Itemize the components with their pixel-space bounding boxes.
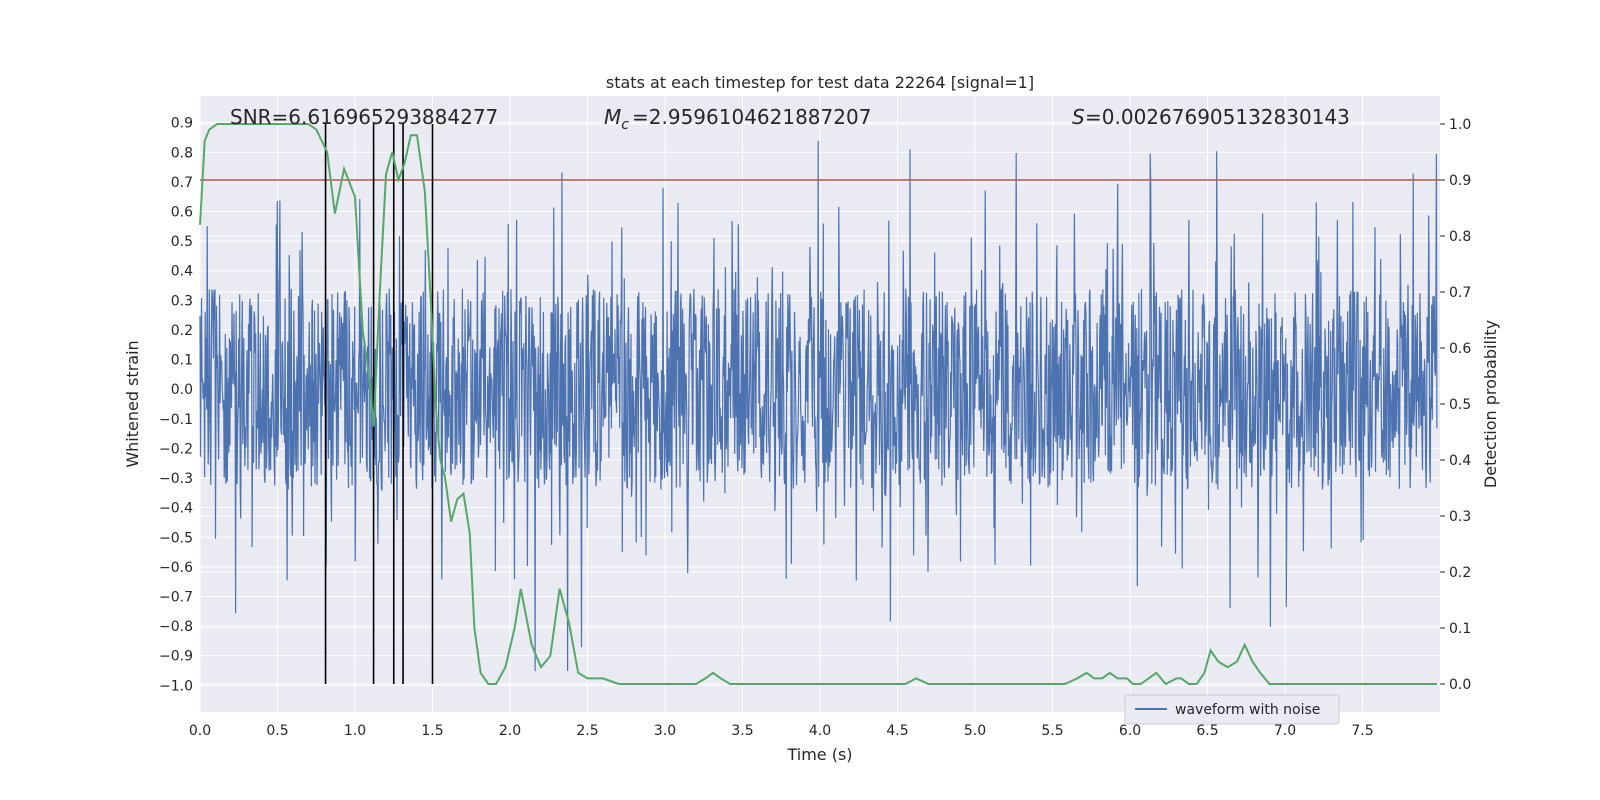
y-axis-left-label: Whitened strain	[123, 340, 142, 467]
x-tick-label: 2.5	[576, 723, 598, 739]
y-axis-right-label: Detection probability	[1481, 320, 1500, 488]
y-right-tick-label: 0.5	[1449, 397, 1471, 413]
x-tick-label: 3.0	[654, 723, 676, 739]
detection-markers	[324, 124, 434, 684]
y-right-tick-label: 0.4	[1449, 453, 1471, 469]
x-tick-label: 5.5	[1041, 723, 1063, 739]
y-right-tick-label: 0.8	[1449, 229, 1471, 245]
x-tick-label: 3.5	[731, 723, 753, 739]
y-left-tick-label: −0.1	[159, 412, 193, 428]
y-left-tick-label: 0.3	[171, 293, 193, 309]
probability-line	[199, 123, 1437, 686]
y-left-tick-label: −1.0	[159, 678, 193, 694]
x-tick-label: 4.5	[886, 723, 908, 739]
x-tick-label: 6.5	[1196, 723, 1218, 739]
y-left-tick-label: 0.2	[171, 323, 193, 339]
y-left-tick-label: 0.4	[171, 264, 193, 280]
waveform-series	[199, 140, 1438, 672]
y-left-tick-label: −0.6	[159, 560, 193, 576]
y-left-tick-label: −0.4	[159, 501, 193, 517]
x-tick-label: 1.0	[344, 723, 366, 739]
waveform-line	[199, 140, 1438, 672]
y-right-tick-label: 0.2	[1449, 565, 1471, 581]
x-tick-label: 4.0	[809, 723, 831, 739]
x-tick-label: 2.0	[499, 723, 521, 739]
y-left-tick-label: −0.5	[159, 530, 193, 546]
chart-title: stats at each timestep for test data 222…	[606, 73, 1034, 92]
x-tick-label: 1.5	[421, 723, 443, 739]
probability-series	[199, 123, 1437, 686]
y-right-tick-label: 0.0	[1449, 677, 1471, 693]
x-tick-label: 7.5	[1351, 723, 1373, 739]
y-left-tick-label: −0.3	[159, 471, 193, 487]
y-right-tick-label: 0.6	[1449, 341, 1471, 357]
snr-annotation: SNR=6.616965293884277	[230, 105, 498, 129]
mc-annotation-symbol: Mc	[604, 105, 629, 133]
y-left-tick-label: 0.9	[171, 116, 193, 132]
y-right-tick-label: 0.9	[1449, 173, 1471, 189]
y-left-tick-label: 0.0	[171, 382, 193, 398]
y-left-tick-label: 0.1	[171, 353, 193, 369]
legend: waveform with noise	[1124, 694, 1340, 725]
y-axis-left-ticks: 0.9 0.8 0.7 0.6 0.5 0.4 0.3 0.2 0.1 0.0 −0.1 −0.2 −0…	[159, 116, 193, 695]
s-annotation: =0.002676905132830143	[1085, 105, 1350, 129]
y-right-tick-label: 0.3	[1449, 509, 1471, 525]
y-right-tick-label: 1.0	[1449, 117, 1471, 133]
y-left-tick-label: −0.7	[159, 590, 193, 606]
x-tick-label: 6.0	[1119, 723, 1141, 739]
x-tick-label: 5.0	[964, 723, 986, 739]
y-axis-right-ticks: 1.0 0.9 0.8 0.7 0.6 0.5 0.4 0.3 0.2 0.1 0.0	[1440, 117, 1471, 693]
y-right-tick-label: 0.1	[1449, 621, 1471, 637]
y-left-tick-label: 0.6	[171, 205, 193, 221]
y-left-tick-label: −0.8	[159, 619, 193, 635]
y-left-tick-label: 0.7	[171, 175, 193, 191]
x-tick-label: 0.0	[189, 723, 211, 739]
y-left-tick-label: 0.5	[171, 234, 193, 250]
x-tick-label: 0.5	[266, 723, 288, 739]
mc-annotation: =2.9596104621887207	[632, 105, 871, 129]
y-left-tick-label: −0.2	[159, 441, 193, 457]
x-axis-label: Time (s)	[786, 745, 852, 764]
x-axis-ticks: 0.0 0.5 1.0 1.5 2.0 2.5 3.0 3.5 4.0 4.5 5.0 5.5 6.0 6…	[189, 723, 1374, 739]
y-left-tick-label: −0.9	[159, 649, 193, 665]
y-right-tick-label: 0.7	[1449, 285, 1471, 301]
x-tick-label: 7.0	[1274, 723, 1296, 739]
s-annotation-symbol: S	[1072, 105, 1085, 129]
legend-label: waveform with noise	[1175, 702, 1320, 718]
y-left-tick-label: 0.8	[171, 145, 193, 161]
legend-box	[1124, 694, 1340, 725]
